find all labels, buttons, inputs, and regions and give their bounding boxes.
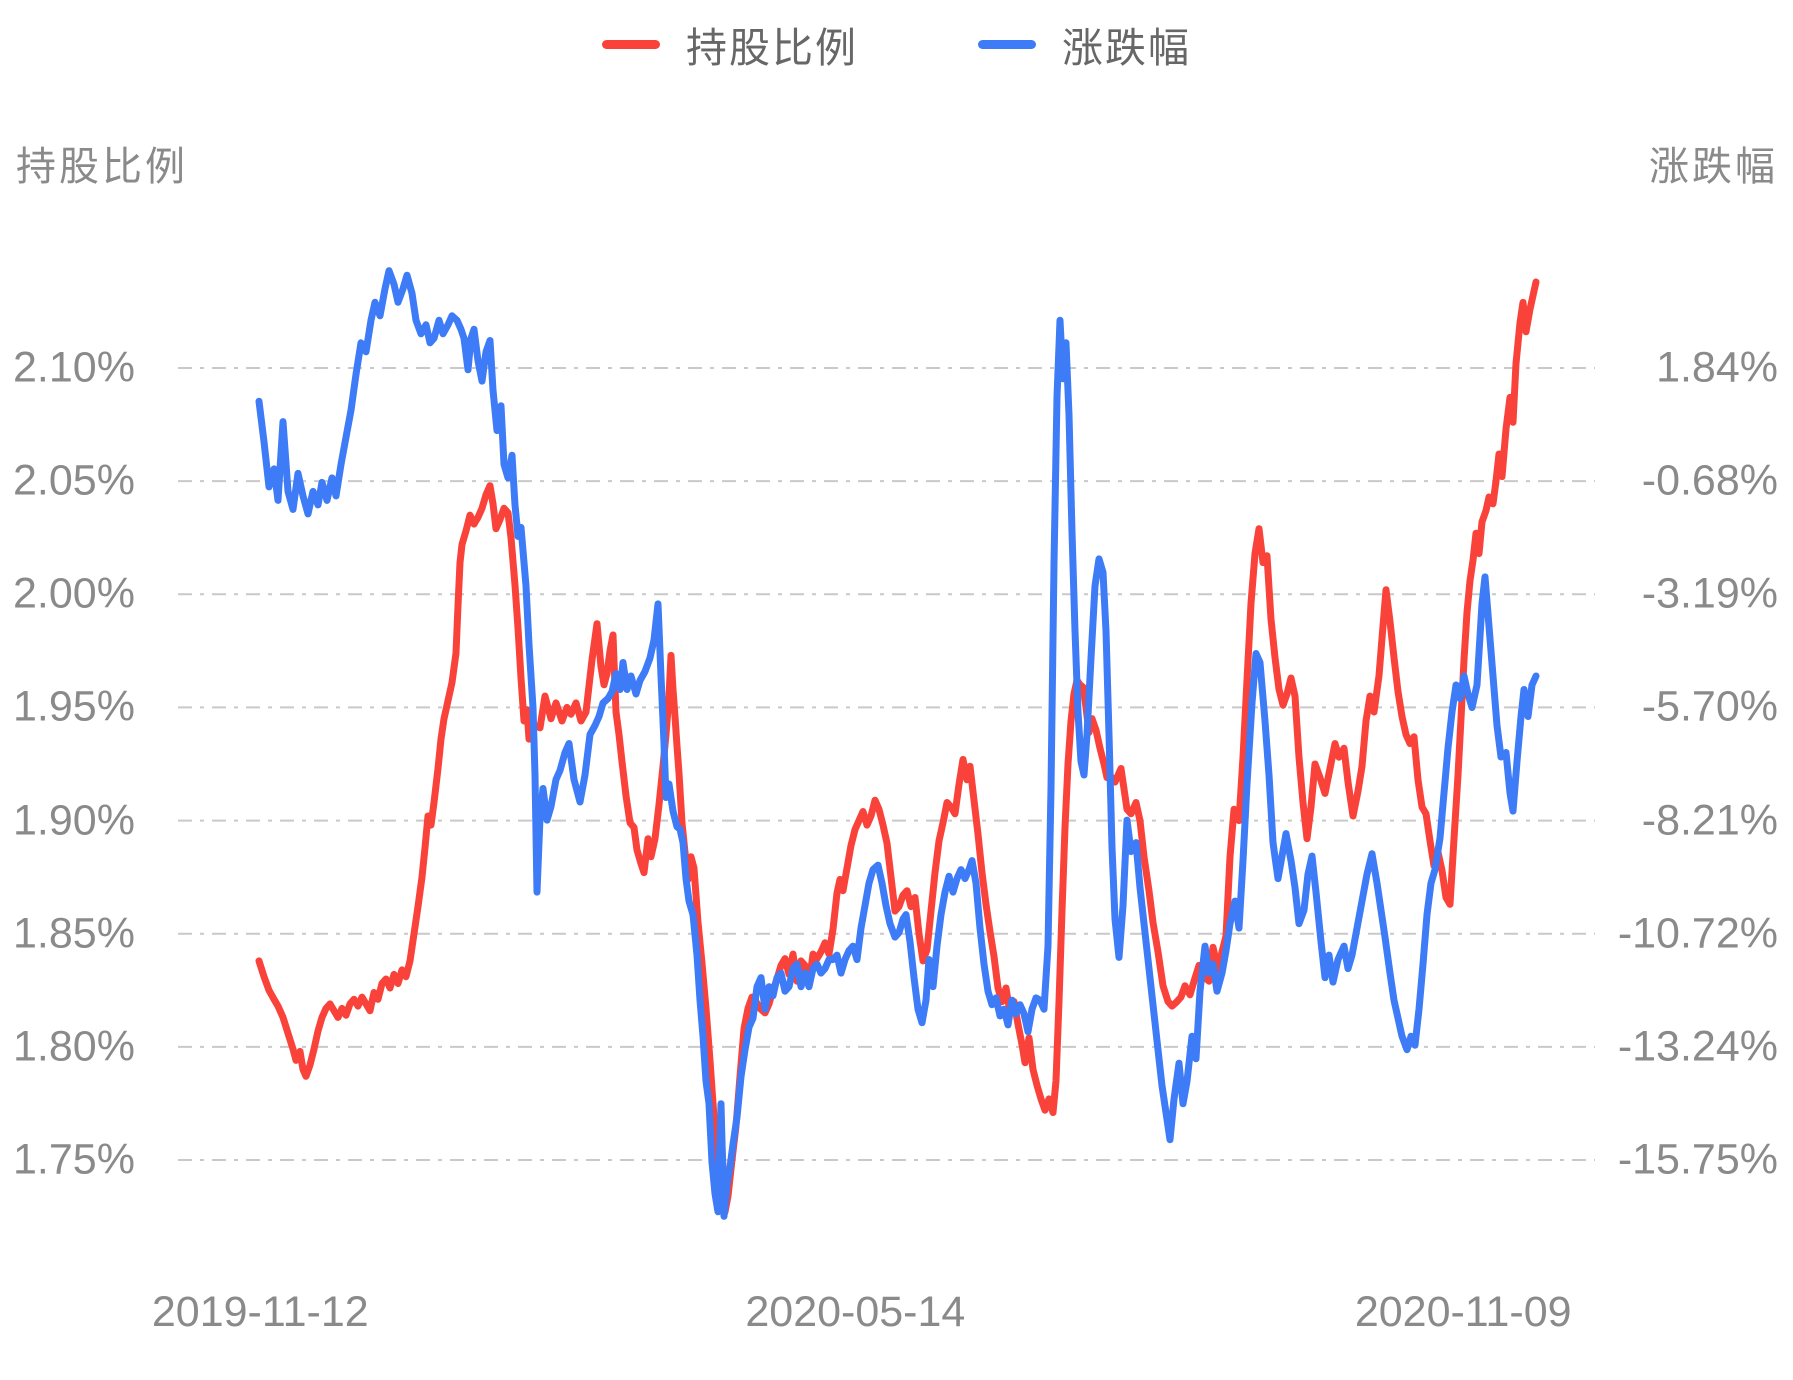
legend-item-holding-ratio[interactable]: 持股比例	[602, 14, 858, 74]
axis-tick-label: 2.05%	[13, 456, 135, 505]
legend-item-change-pct[interactable]: 涨跌幅	[978, 14, 1191, 74]
axis-tick-label: -8.21%	[1641, 796, 1778, 845]
legend-line-marker-blue-icon	[978, 39, 1036, 49]
axis-tick-label: -0.68%	[1641, 456, 1778, 505]
x-axis-tick-label: 2019-11-12	[151, 1288, 369, 1336]
x-axis-tick-label: 2020-05-14	[745, 1288, 966, 1336]
left-axis-title: 持股比例	[16, 145, 188, 189]
axis-tick-label: 1.85%	[13, 909, 135, 958]
axis-tick-label: 2.10%	[13, 343, 135, 392]
axis-tick-label: 1.90%	[13, 796, 135, 845]
chart-legend: 持股比例 涨跌幅	[0, 14, 1793, 74]
axis-tick-label: 2.00%	[13, 569, 135, 618]
legend-line-marker-red-icon	[602, 39, 660, 49]
x-axis-tick-label: 2020-11-09	[1354, 1288, 1572, 1336]
axis-tick-label: -13.24%	[1617, 1022, 1778, 1071]
legend-label: 涨跌幅	[1062, 25, 1191, 71]
axis-tick-label: 1.80%	[13, 1022, 135, 1071]
series-line-change-pct[interactable]	[255, 267, 1540, 1220]
axis-tick-label: -3.19%	[1641, 569, 1778, 618]
axis-tick-label: 1.75%	[13, 1135, 135, 1184]
axis-tick-label: -5.70%	[1641, 682, 1778, 731]
right-axis-title: 涨跌幅	[1649, 145, 1778, 189]
series-line-holding-ratio[interactable]	[255, 278, 1540, 1216]
axis-tick-label: -15.75%	[1617, 1135, 1778, 1184]
axis-tick-label: 1.84%	[1656, 343, 1778, 392]
axis-tick-label: -10.72%	[1617, 909, 1778, 958]
legend-label: 持股比例	[686, 25, 858, 71]
axis-tick-label: 1.95%	[13, 682, 135, 731]
